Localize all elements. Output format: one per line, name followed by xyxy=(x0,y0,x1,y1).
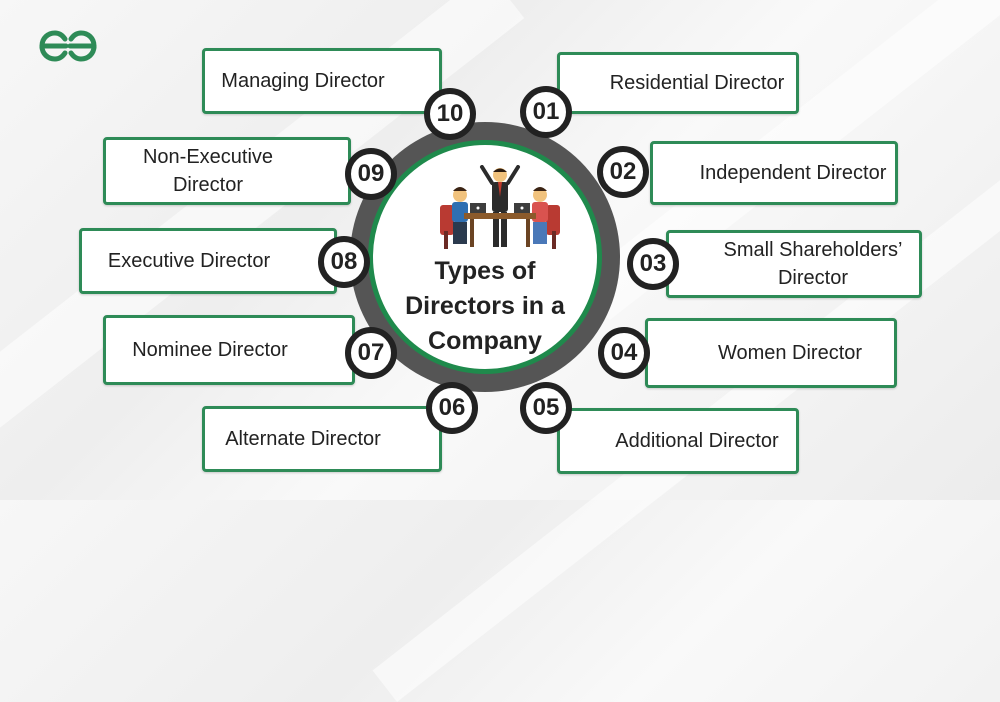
director-type-label: Independent Director xyxy=(699,162,887,184)
director-type-box-08: Executive Director xyxy=(79,228,337,294)
director-type-label: Additional Director xyxy=(615,430,779,452)
title-line-3: Company xyxy=(428,327,542,355)
diagram-title: Types of Directors in a Company xyxy=(385,254,585,359)
number-badge-01: 01 xyxy=(520,86,572,138)
number-badge-03: 03 xyxy=(627,238,679,290)
number-badge-09: 09 xyxy=(345,148,397,200)
director-type-label-line2: Director xyxy=(172,174,243,196)
number-badge-06: 06 xyxy=(426,382,478,434)
number-badge-10: 10 xyxy=(424,88,476,140)
director-type-box-01: Residential Director xyxy=(557,52,799,114)
director-type-label: Nominee Director xyxy=(132,339,288,361)
director-type-box-04: Women Director xyxy=(645,318,897,388)
director-type-label-line1: Non-Executive xyxy=(142,146,274,168)
number-badge-04: 04 xyxy=(598,327,650,379)
director-type-label-line2: Director xyxy=(777,267,848,289)
title-line-2: Directors in a xyxy=(405,292,565,320)
director-type-box-09: Non-Executive Director xyxy=(103,137,351,205)
director-type-box-06: Alternate Director xyxy=(202,406,442,472)
badge-number: 03 xyxy=(639,250,667,277)
director-type-label: Women Director xyxy=(717,342,863,364)
boardroom-meeting-illustration xyxy=(440,165,560,249)
director-type-box-10: Managing Director xyxy=(202,48,442,114)
badge-number: 02 xyxy=(609,158,637,185)
director-type-box-05: Additional Director xyxy=(557,408,799,474)
number-badge-07: 07 xyxy=(345,327,397,379)
director-type-box-02: Independent Director xyxy=(650,141,898,205)
director-type-label: Executive Director xyxy=(107,250,271,272)
badge-number: 06 xyxy=(438,394,466,421)
director-type-label: Managing Director xyxy=(221,70,385,92)
number-badge-05: 05 xyxy=(520,382,572,434)
director-type-box-03: Small Shareholders’ Director xyxy=(666,230,922,298)
badge-number: 05 xyxy=(532,394,560,421)
director-type-label: Alternate Director xyxy=(225,428,381,450)
badge-number: 08 xyxy=(330,248,358,275)
director-type-label-line1: Small Shareholders’ xyxy=(723,239,903,261)
number-badge-08: 08 xyxy=(318,236,370,288)
director-type-box-07: Nominee Director xyxy=(103,315,355,385)
number-badge-02: 02 xyxy=(597,146,649,198)
badge-number: 04 xyxy=(610,339,638,366)
badge-number: 07 xyxy=(357,339,385,366)
badge-number: 01 xyxy=(532,98,560,125)
badge-number: 09 xyxy=(357,160,385,187)
director-type-label: Residential Director xyxy=(609,72,785,94)
badge-number: 10 xyxy=(436,100,464,127)
center-disc xyxy=(368,140,602,374)
geeksforgeeks-logo-icon xyxy=(39,30,97,62)
title-line-1: Types of xyxy=(434,257,536,285)
